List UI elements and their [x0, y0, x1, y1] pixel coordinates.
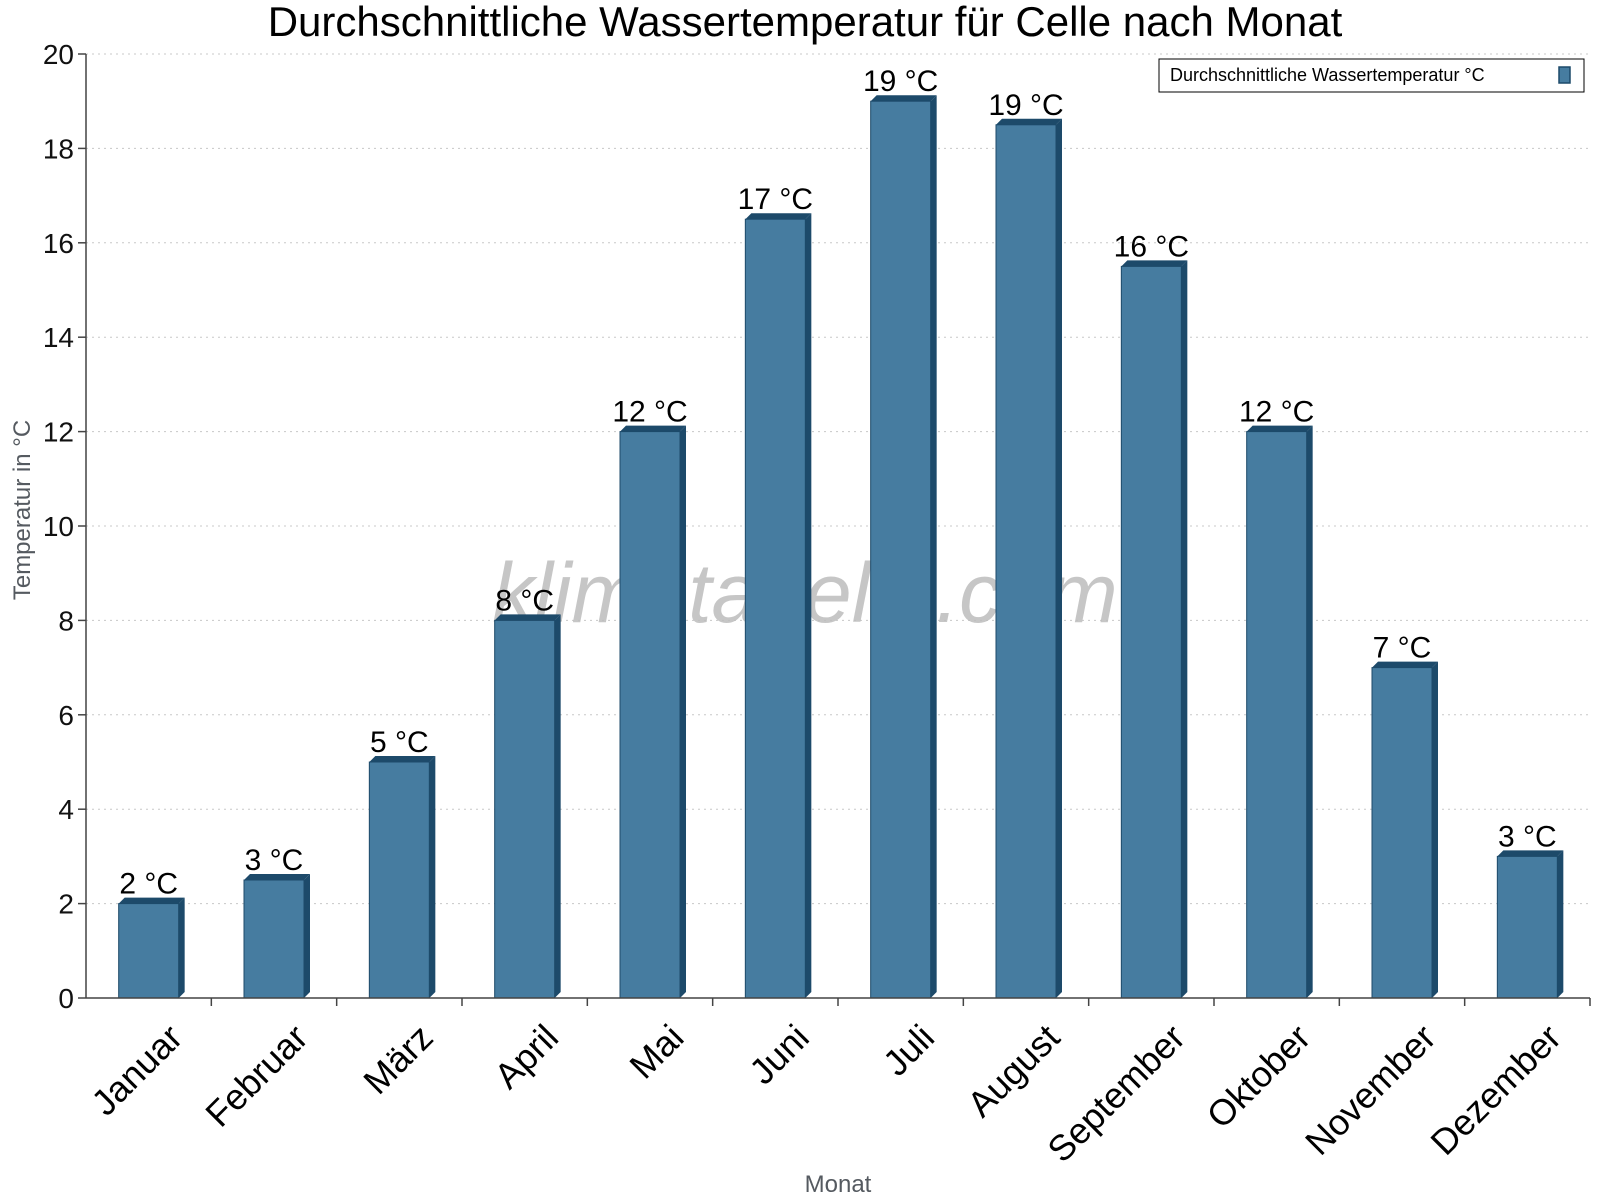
bar — [619, 431, 681, 999]
data-label: 2 °C — [119, 868, 178, 901]
data-labels: 2 °C 3 °C 5 °C 8 °C 12 °C 17 °C 19 °C 19 °C 16 °… — [119, 65, 1556, 900]
y-tick-label: 12 — [43, 417, 74, 448]
chart-title: Durchschnittliche Wassertemperatur für C… — [268, 0, 1343, 45]
bar-april — [494, 614, 561, 999]
data-label: 3 °C — [1498, 820, 1557, 853]
bar-august — [995, 118, 1062, 999]
data-label: 5 °C — [370, 726, 429, 759]
bar-side — [1306, 425, 1313, 999]
x-axis-title: Monat — [805, 1171, 872, 1198]
bar — [1120, 265, 1182, 999]
y-tick-label: 18 — [43, 133, 74, 164]
bar — [494, 619, 556, 999]
data-label: 7 °C — [1373, 632, 1432, 665]
bar — [368, 761, 430, 999]
bar-februar — [243, 874, 310, 999]
bar-top — [369, 756, 436, 762]
data-label: 8 °C — [495, 584, 554, 617]
data-label: 17 °C — [738, 183, 813, 216]
data-label: 19 °C — [988, 89, 1063, 122]
bar-side — [680, 425, 686, 999]
bar — [243, 879, 305, 999]
x-tick-label: August — [959, 1016, 1067, 1124]
y-tick-label: 4 — [58, 794, 74, 825]
bar — [870, 100, 932, 999]
legend-swatch — [1558, 66, 1571, 84]
bar-top — [118, 897, 185, 904]
bar-side — [805, 213, 812, 998]
x-tick-label: September — [1039, 1016, 1193, 1170]
data-label: 3 °C — [245, 844, 304, 877]
bar — [118, 903, 180, 999]
data-label: 12 °C — [1239, 396, 1314, 429]
bar — [1371, 667, 1433, 999]
x-tick-label: Dezember — [1422, 1016, 1568, 1162]
bar-mai — [619, 425, 686, 999]
legend-label: Durchschnittliche Wassertemperatur °C — [1170, 65, 1485, 85]
bar-november — [1371, 661, 1438, 999]
bar-top — [494, 614, 561, 621]
bar-märz — [368, 756, 436, 999]
bar — [1496, 855, 1558, 999]
x-tick-label: November — [1297, 1016, 1443, 1162]
data-label: 12 °C — [612, 396, 687, 429]
bar-side — [930, 95, 937, 998]
bar — [744, 218, 806, 999]
bar-side — [178, 897, 185, 998]
bar-september — [1120, 260, 1188, 999]
bar — [1246, 431, 1308, 999]
x-tick-label: Juli — [875, 1016, 942, 1083]
bar-side — [1056, 118, 1062, 999]
bar-side — [1432, 661, 1438, 998]
y-tick-label: 16 — [43, 228, 74, 259]
y-tick-label: 10 — [43, 511, 74, 542]
x-tick-label: April — [486, 1016, 566, 1096]
bar-top — [1121, 260, 1188, 267]
bar-side — [304, 874, 310, 998]
bar — [995, 124, 1057, 999]
bar-juli — [870, 95, 937, 999]
y-tick-label: 20 — [43, 39, 74, 70]
legend: Durchschnittliche Wassertemperatur °C — [1158, 58, 1585, 93]
y-tick-label: 8 — [58, 605, 74, 636]
bar-top — [870, 95, 937, 102]
grid-lines — [86, 53, 1590, 905]
bar-oktober — [1246, 425, 1313, 999]
bar-top — [1497, 850, 1564, 857]
y-tick-label: 0 — [58, 983, 74, 1014]
bar-top — [996, 118, 1062, 125]
y-axis-title: Temperatur in °C — [9, 420, 36, 600]
bar-top — [745, 213, 812, 220]
bar-top — [1246, 425, 1313, 432]
bar-top — [620, 425, 686, 432]
x-tick-label: Juni — [741, 1016, 817, 1092]
bar-side — [1557, 850, 1564, 998]
bar-januar — [118, 897, 185, 999]
bar-top — [244, 874, 310, 880]
data-label: 19 °C — [863, 65, 938, 98]
x-tick-label: Mai — [621, 1016, 691, 1086]
x-tick-label: Februar — [197, 1016, 315, 1134]
bar-side — [1181, 260, 1188, 998]
bar-side — [429, 756, 436, 998]
bar-side — [554, 614, 561, 998]
y-tick-label: 2 — [58, 889, 74, 920]
x-tick-label: März — [355, 1016, 441, 1102]
bar-dezember — [1496, 850, 1564, 999]
y-tick-label: 6 — [58, 700, 74, 731]
y-tick-label: 14 — [43, 322, 74, 353]
legend-box — [1158, 58, 1585, 93]
bar-juni — [744, 213, 812, 999]
bars — [118, 95, 1564, 999]
data-label: 16 °C — [1114, 230, 1189, 263]
bar-top — [1372, 661, 1438, 668]
x-tick-label: Oktober — [1199, 1016, 1319, 1136]
x-tick-label: Januar — [83, 1016, 190, 1123]
